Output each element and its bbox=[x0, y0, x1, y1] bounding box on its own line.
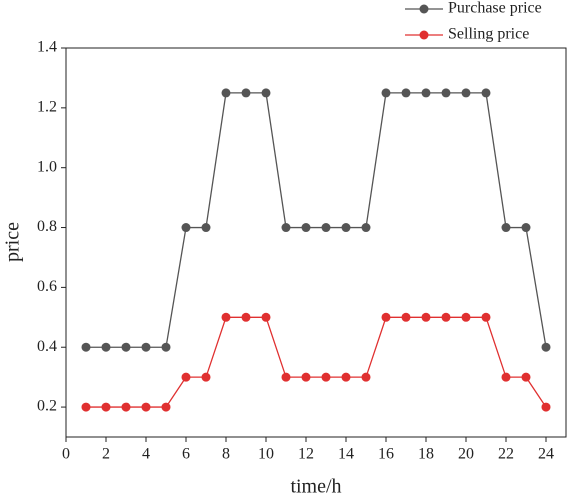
point bbox=[201, 223, 211, 233]
point bbox=[341, 372, 351, 382]
x-tick-label: 22 bbox=[498, 446, 514, 463]
point bbox=[541, 342, 551, 352]
point bbox=[321, 223, 331, 233]
x-tick-label: 10 bbox=[258, 446, 274, 463]
legend-label: Purchase price bbox=[448, 0, 542, 17]
point bbox=[241, 312, 251, 322]
point bbox=[441, 88, 451, 98]
point bbox=[81, 342, 91, 352]
point bbox=[301, 223, 311, 233]
point bbox=[281, 372, 291, 382]
x-tick-label: 2 bbox=[102, 446, 110, 463]
y-tick-label: 0.2 bbox=[37, 398, 57, 415]
point bbox=[421, 88, 431, 98]
point bbox=[241, 88, 251, 98]
y-tick-label: 0.6 bbox=[37, 278, 57, 295]
point bbox=[461, 312, 471, 322]
point bbox=[461, 88, 471, 98]
point bbox=[181, 372, 191, 382]
point bbox=[341, 223, 351, 233]
point bbox=[121, 402, 131, 412]
x-tick-label: 8 bbox=[222, 446, 230, 463]
point bbox=[541, 402, 551, 412]
y-tick-label: 1.4 bbox=[37, 39, 57, 56]
x-tick-label: 20 bbox=[458, 446, 474, 463]
point bbox=[101, 342, 111, 352]
point bbox=[201, 372, 211, 382]
x-tick-label: 24 bbox=[538, 446, 554, 463]
point bbox=[221, 312, 231, 322]
x-tick-label: 4 bbox=[142, 446, 150, 463]
point bbox=[361, 372, 371, 382]
legend-marker bbox=[419, 4, 429, 14]
point bbox=[381, 312, 391, 322]
point bbox=[361, 223, 371, 233]
x-tick-label: 18 bbox=[418, 446, 434, 463]
legend-marker bbox=[419, 30, 429, 40]
y-tick-label: 0.8 bbox=[37, 218, 57, 235]
plot-frame bbox=[65, 47, 567, 438]
series-line bbox=[86, 92, 547, 348]
point bbox=[281, 223, 291, 233]
point bbox=[381, 88, 391, 98]
x-tick-label: 12 bbox=[298, 446, 314, 463]
point bbox=[501, 372, 511, 382]
point bbox=[161, 342, 171, 352]
x-tick-label: 0 bbox=[62, 446, 70, 463]
point bbox=[301, 372, 311, 382]
point bbox=[481, 312, 491, 322]
point bbox=[161, 402, 171, 412]
point bbox=[101, 402, 111, 412]
y-tick-label: 1.2 bbox=[37, 99, 57, 116]
point bbox=[441, 312, 451, 322]
point bbox=[261, 312, 271, 322]
point bbox=[81, 402, 91, 412]
point bbox=[221, 88, 231, 98]
x-tick-label: 16 bbox=[378, 446, 394, 463]
y-tick-label: 0.4 bbox=[37, 338, 57, 355]
legend-label: Selling price bbox=[448, 26, 529, 43]
point bbox=[261, 88, 271, 98]
point bbox=[421, 312, 431, 322]
x-tick-label: 6 bbox=[182, 446, 190, 463]
point bbox=[521, 223, 531, 233]
point bbox=[401, 88, 411, 98]
series-line bbox=[86, 316, 547, 408]
point bbox=[321, 372, 331, 382]
y-tick-label: 1.0 bbox=[37, 158, 57, 175]
x-tick-label: 14 bbox=[338, 446, 354, 463]
x-axis-label: time/h bbox=[290, 476, 341, 498]
point bbox=[481, 88, 491, 98]
point bbox=[181, 223, 191, 233]
point bbox=[521, 372, 531, 382]
point bbox=[121, 342, 131, 352]
y-axis-label: price bbox=[2, 222, 24, 262]
point bbox=[141, 402, 151, 412]
point bbox=[501, 223, 511, 233]
point bbox=[141, 342, 151, 352]
point bbox=[401, 312, 411, 322]
